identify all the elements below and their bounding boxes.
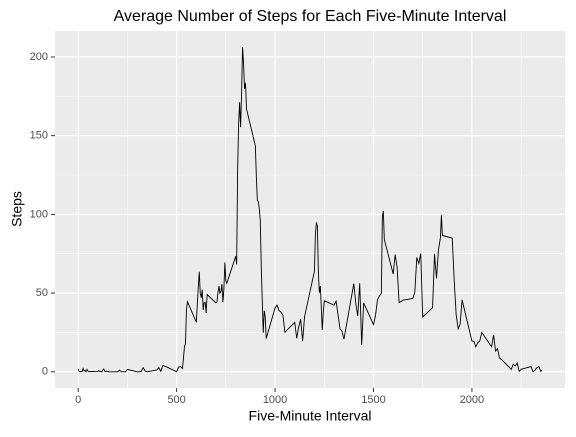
x-tick-label: 1500 (361, 394, 385, 406)
y-axis-label: Steps (9, 191, 25, 227)
y-tick-label: 50 (36, 287, 48, 299)
x-tick-label: 1000 (263, 394, 287, 406)
y-tick-label: 100 (30, 208, 48, 220)
panel (55, 31, 565, 388)
x-tick-label: 0 (75, 394, 81, 406)
x-tick-label: 2000 (460, 394, 484, 406)
y-tick-label: 0 (42, 366, 48, 378)
data-line (77, 47, 543, 373)
chart-title: Average Number of Steps for Each Five-Mi… (114, 8, 507, 25)
y-tick-label: 150 (30, 130, 48, 142)
x-axis-label: Five-Minute Interval (249, 408, 372, 424)
x-tick-label: 500 (167, 394, 185, 406)
y-tick-label: 200 (30, 51, 48, 63)
